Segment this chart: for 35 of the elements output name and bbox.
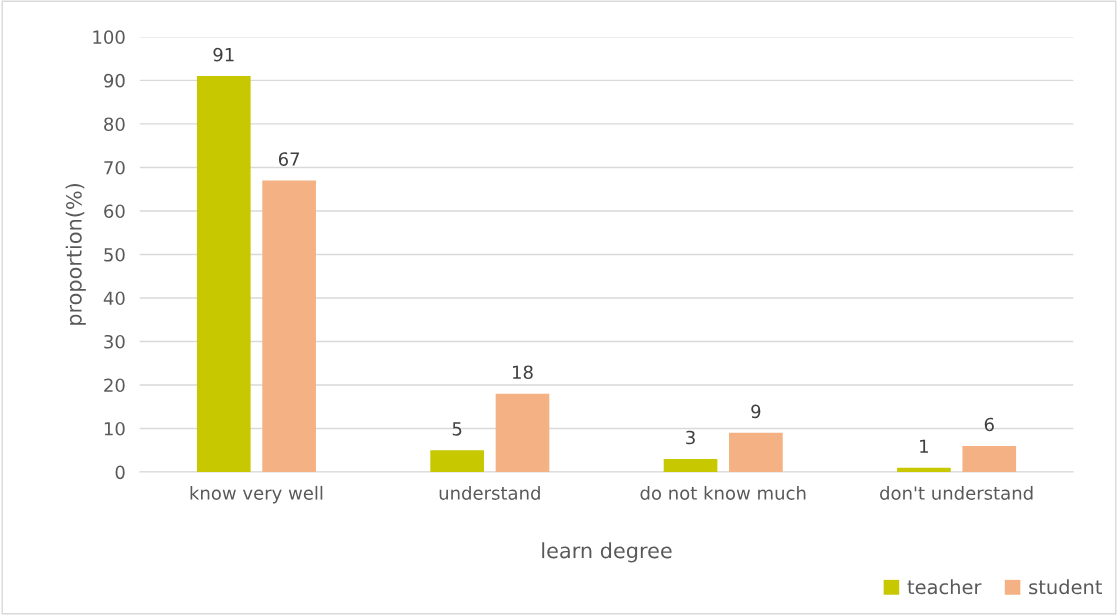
data-label: 91 bbox=[213, 47, 234, 62]
bar bbox=[729, 432, 783, 473]
y-tick-label: 60 bbox=[104, 204, 125, 219]
bar bbox=[663, 458, 718, 473]
data-label: 18 bbox=[512, 365, 533, 380]
bar bbox=[430, 450, 484, 473]
y-tick-label: 80 bbox=[104, 117, 125, 132]
y-tick-label: 90 bbox=[104, 73, 125, 88]
data-label: 67 bbox=[278, 152, 300, 166]
bar bbox=[262, 180, 316, 473]
x-tick-label: know very well bbox=[190, 485, 323, 504]
data-label: 6 bbox=[984, 417, 994, 432]
y-tick-label: 0 bbox=[115, 465, 125, 480]
bar bbox=[495, 393, 550, 473]
data-label: 1 bbox=[920, 439, 928, 453]
y-tick-label: 20 bbox=[104, 378, 125, 393]
y-tick-label: 100 bbox=[93, 30, 125, 45]
bar bbox=[897, 467, 951, 473]
y-tick-label: 50 bbox=[104, 247, 125, 262]
legend-label: student bbox=[1029, 579, 1102, 595]
data-label: 3 bbox=[686, 430, 695, 445]
y-axis-title: proportion(%) bbox=[65, 183, 86, 325]
y-tick-label: 40 bbox=[103, 291, 125, 306]
legend-label: teacher bbox=[907, 579, 982, 595]
x-axis-title: learn degree bbox=[542, 542, 672, 563]
x-tick-label: do not know much bbox=[640, 485, 806, 500]
x-tick-label: don't understand bbox=[880, 485, 1033, 500]
y-tick-label: 70 bbox=[104, 160, 125, 175]
x-tick-label: understand bbox=[439, 485, 540, 500]
bar bbox=[196, 76, 251, 473]
y-tick-label: 10 bbox=[104, 421, 125, 436]
data-label: 9 bbox=[751, 404, 761, 419]
bar bbox=[962, 445, 1017, 473]
y-tick-label: 30 bbox=[104, 334, 125, 349]
data-label: 5 bbox=[452, 422, 462, 436]
